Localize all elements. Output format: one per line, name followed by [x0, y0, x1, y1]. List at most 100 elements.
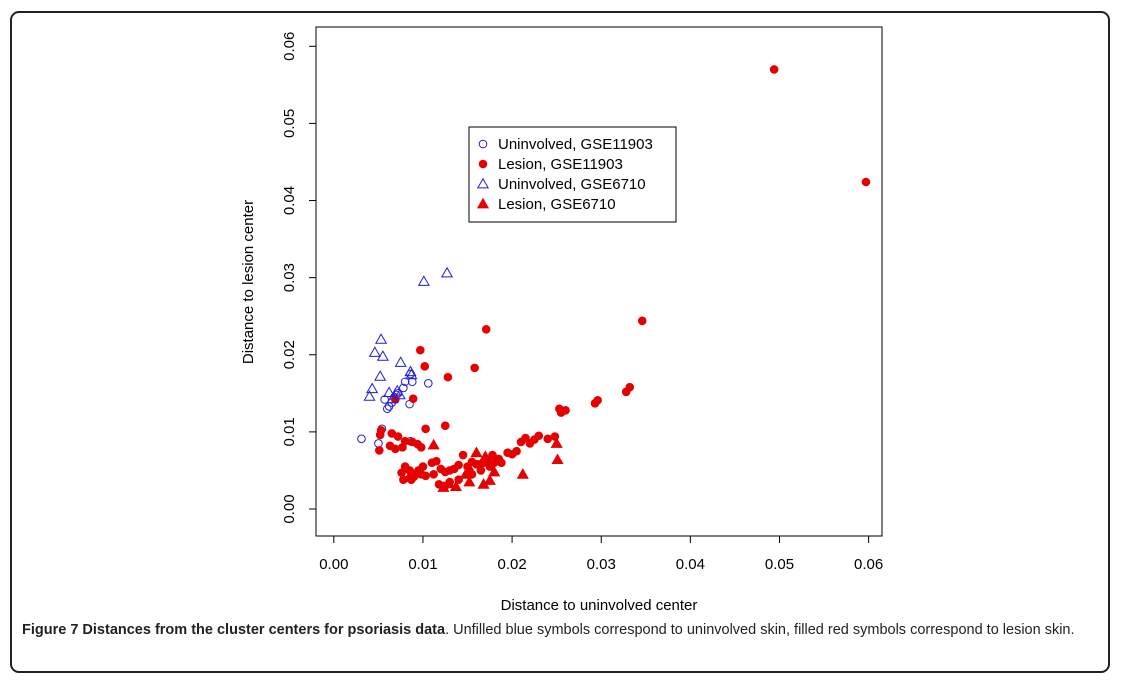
data-point: [375, 333, 388, 344]
data-point: [383, 404, 392, 414]
data-point: [472, 459, 481, 469]
data-point: [397, 468, 406, 478]
data-point: [374, 446, 384, 455]
y-axis: 0.00 0.01 0.02 0.03 0.04 0.05 0.06: [281, 32, 316, 524]
data-point: [399, 383, 408, 393]
data-point: [368, 346, 381, 357]
data-point: [383, 386, 396, 397]
data-point: [407, 475, 416, 485]
data-point: [769, 65, 779, 74]
y-tick-label: 0.00: [281, 494, 298, 523]
data-point: [421, 471, 430, 481]
legend-box: [468, 126, 677, 223]
x-tick-label: 0.05: [765, 556, 794, 573]
figure-frame: [10, 11, 1110, 673]
data-point: [476, 466, 486, 475]
legend-label: Uninvolved, GSE6710: [498, 176, 646, 193]
scatter-chart: 0.00 0.01 0.02 0.03 0.04 0.05 0.06 0.000.010.0…: [240, 26, 883, 614]
data-point: [443, 372, 453, 382]
data-point: [386, 392, 399, 404]
figure-caption: Figure 7 Distances from the cluster cent…: [22, 620, 1100, 640]
data-point: [417, 275, 430, 286]
caption-text: . Unfilled blue symbols correspond to un…: [445, 622, 1075, 638]
data-point: [424, 379, 433, 388]
data-point: [394, 356, 407, 367]
data-point: [436, 464, 446, 474]
legend-marker: [478, 159, 488, 169]
legend-label: Lesion, GSE6710: [498, 196, 616, 213]
y-tick-label: 0.05: [281, 109, 298, 138]
y-tick-label: 0.03: [281, 263, 298, 292]
data-point: [393, 388, 406, 400]
data-point: [525, 439, 535, 448]
data-point: [374, 370, 387, 381]
legend-marker: [476, 177, 490, 189]
x-tick-label: 0.01: [408, 556, 437, 573]
data-point: [637, 316, 647, 326]
y-axis-label: Distance to lesion center: [240, 200, 257, 364]
legend-marker: [476, 197, 490, 209]
data-point: [481, 325, 491, 334]
y-tick-label: 0.02: [281, 340, 298, 369]
data-point: [415, 345, 425, 355]
data-point: [488, 465, 501, 477]
y-tick-label: 0.06: [281, 32, 298, 61]
data-point: [363, 390, 376, 401]
data-point: [497, 458, 506, 468]
data-point: [516, 437, 526, 447]
legend-marker: [478, 139, 488, 149]
data-point: [420, 362, 430, 371]
x-tick-label: 0.03: [587, 556, 616, 573]
y-tick-label: 0.04: [281, 186, 298, 215]
data-point: [489, 458, 499, 468]
data-point: [458, 450, 468, 460]
x-axis: 0.00 0.01 0.02 0.03 0.04 0.05 0.06: [319, 536, 883, 573]
data-point: [550, 437, 563, 448]
plot-area: [315, 26, 883, 537]
x-tick-label: 0.06: [854, 556, 883, 573]
x-tick-label: 0.02: [497, 556, 526, 573]
data-points: [357, 65, 871, 492]
data-point: [442, 477, 455, 488]
data-point: [376, 350, 389, 361]
data-point: [427, 438, 440, 450]
data-point: [416, 443, 426, 452]
data-point: [357, 434, 366, 444]
data-point: [590, 399, 600, 408]
data-point: [477, 478, 490, 489]
x-tick-label: 0.04: [676, 556, 705, 573]
data-point: [543, 434, 553, 444]
data-point: [463, 475, 476, 487]
data-point: [404, 365, 417, 377]
data-point: [440, 421, 450, 431]
data-point: [621, 387, 631, 397]
legend-label: Uninvolved, GSE11903: [498, 136, 653, 153]
y-tick-label: 0.01: [281, 417, 298, 446]
data-point: [405, 368, 418, 380]
data-point: [437, 481, 450, 492]
data-point: [366, 382, 379, 394]
data-point: [551, 453, 564, 465]
data-point: [470, 363, 479, 373]
data-point: [429, 470, 438, 479]
data-point: [556, 408, 566, 417]
data-point: [479, 450, 492, 461]
data-point: [375, 430, 385, 440]
data-point: [483, 474, 496, 485]
data-point: [374, 439, 383, 448]
data-point: [408, 394, 418, 404]
caption-title: Figure 7 Distances from the cluster cent…: [22, 622, 446, 638]
data-point: [399, 475, 408, 485]
data-point: [861, 177, 871, 187]
data-point: [398, 443, 407, 452]
x-tick-label: 0.00: [319, 556, 348, 573]
data-point: [421, 424, 430, 434]
data-point: [391, 444, 400, 454]
data-point: [459, 468, 472, 479]
data-point: [440, 266, 454, 278]
data-point: [427, 458, 437, 468]
data-point: [516, 468, 529, 479]
x-axis-label: Distance to uninvolved center: [501, 597, 698, 614]
data-point: [470, 446, 483, 458]
data-point: [393, 432, 403, 441]
